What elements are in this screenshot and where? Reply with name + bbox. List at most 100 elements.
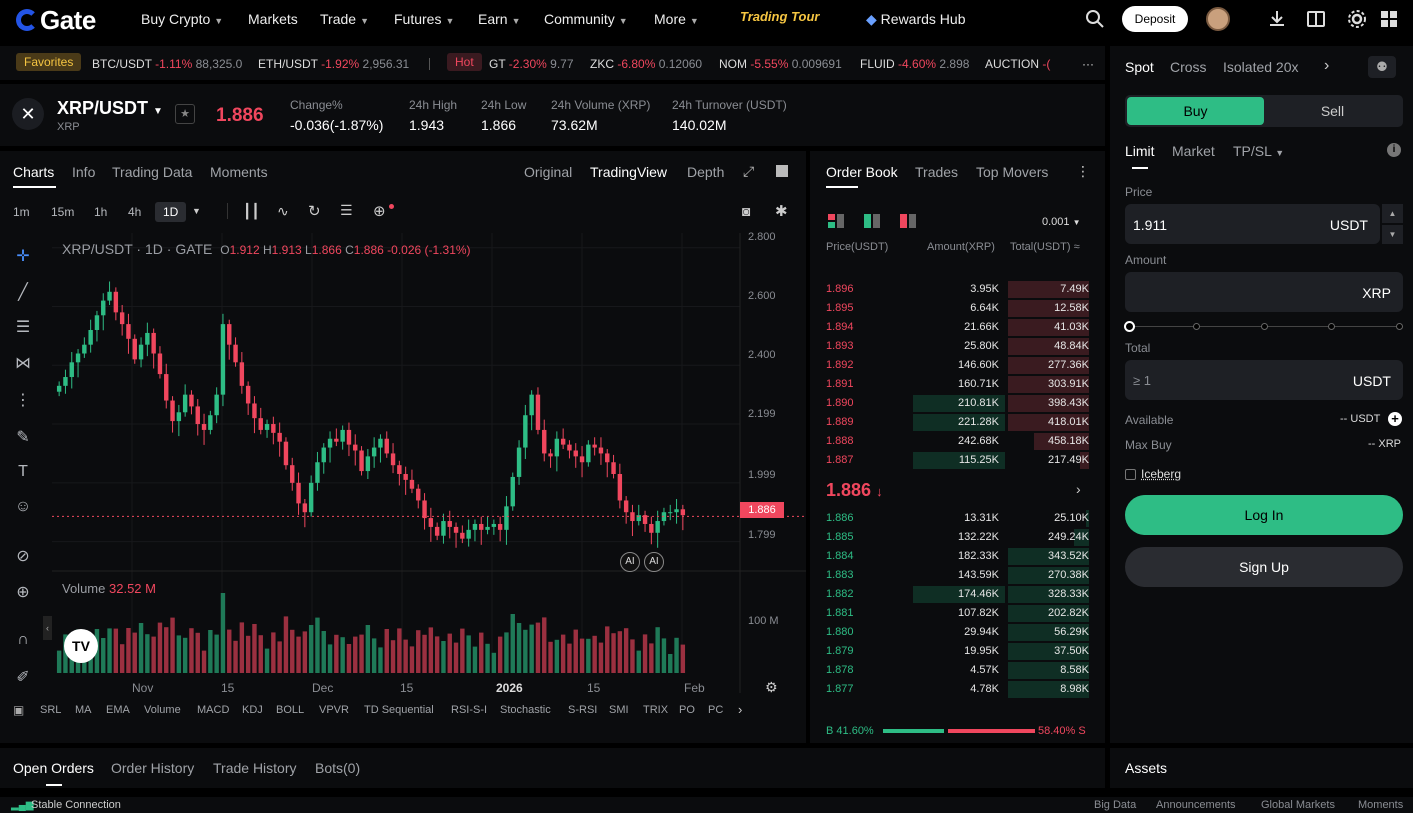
iceberg-checkbox[interactable] [1125, 469, 1136, 480]
add-funds-icon[interactable]: + [1388, 412, 1402, 426]
footer-link-global-markets[interactable]: Global Markets [1261, 799, 1335, 811]
candle-type-icon[interactable]: ┃┃ [243, 203, 260, 219]
indicator-kdj[interactable]: KDJ [242, 704, 263, 716]
order-type-limit[interactable]: Limit [1125, 143, 1155, 159]
slider-stop[interactable] [1261, 323, 1268, 330]
indicator-td-sequential[interactable]: TD Sequential [364, 704, 434, 716]
mode-cross[interactable]: Cross [1170, 59, 1207, 75]
chevron-right-icon[interactable]: › [1324, 57, 1330, 74]
tab-trading-data[interactable]: Trading Data [112, 164, 193, 180]
chart-settings-icon[interactable]: ✱ [775, 203, 788, 220]
ticker-more-button[interactable]: ··· [1082, 57, 1094, 71]
view-tradingview[interactable]: TradingView [590, 164, 668, 180]
bid-row[interactable]: 1.877 4.78K 8.98K [810, 680, 1105, 699]
favorites-tag[interactable]: Favorites [16, 53, 82, 71]
gate-logo[interactable]: Gate [16, 5, 96, 36]
indicator-srl[interactable]: SRL [40, 704, 62, 716]
tab-charts[interactable]: Charts [13, 164, 55, 180]
layout-icon[interactable] [776, 165, 788, 177]
favorite-star-icon[interactable]: ★ [175, 104, 195, 124]
price-decrement-button[interactable]: ▼ [1382, 225, 1403, 244]
indicator-po[interactable]: PO [679, 704, 695, 716]
bid-row[interactable]: 1.884 182.33K 343.52K [810, 547, 1105, 566]
indicators-icon[interactable]: ∿ [277, 203, 289, 219]
indicator-macd[interactable]: MACD [197, 704, 230, 716]
ask-row[interactable]: 1.888 242.68K 458.18K [810, 432, 1105, 451]
brush-icon[interactable]: ✎ [16, 429, 30, 446]
indicator-pc[interactable]: PC [708, 704, 724, 716]
timeframe-15m[interactable]: 15m [51, 205, 75, 219]
tab-top-movers[interactable]: Top Movers [976, 164, 1049, 180]
ask-row[interactable]: 1.891 160.71K 303.91K [810, 375, 1105, 394]
sell-tab[interactable]: Sell [1320, 103, 1345, 119]
ask-row[interactable]: 1.892 146.60K 277.36K [810, 356, 1105, 375]
robot-icon[interactable]: ⚉ [1368, 56, 1396, 78]
footer-link-big-data[interactable]: Big Data [1094, 799, 1137, 811]
candlestick-chart[interactable] [52, 233, 806, 693]
nav-markets[interactable]: Markets [248, 11, 298, 27]
projection-icon[interactable]: ⋮ [15, 392, 31, 409]
lock-drawing-icon[interactable]: ✐ [16, 669, 30, 686]
timeframe-1h[interactable]: 1h [94, 205, 108, 219]
tab-order-book[interactable]: Order Book [826, 164, 898, 180]
gear-icon[interactable] [1347, 9, 1367, 29]
camera-icon[interactable]: ◙ [742, 203, 751, 219]
price-increment-button[interactable]: ▲ [1382, 204, 1403, 223]
ask-row[interactable]: 1.893 25.80K 48.84K [810, 337, 1105, 356]
mode-spot[interactable]: Spot [1125, 59, 1154, 75]
indicator-vpvr[interactable]: VPVR [319, 704, 349, 716]
order-type-market[interactable]: Market [1172, 143, 1215, 159]
crosshair-icon[interactable]: ✛ [16, 248, 30, 265]
chevron-down-icon[interactable]: ▼ [192, 206, 201, 216]
footer-link-moments[interactable]: Moments [1358, 799, 1404, 811]
timeframe-1m[interactable]: 1m [13, 205, 30, 219]
ask-row[interactable]: 1.890 210.81K 398.43K [810, 394, 1105, 413]
indicator-stochastic[interactable]: Stochastic [500, 704, 551, 716]
ticker-item[interactable]: ZKC -6.80% 0.12060 [590, 57, 703, 71]
nav-more[interactable]: More ▼ [654, 11, 699, 27]
signup-button[interactable]: Sign Up [1125, 547, 1403, 587]
chevron-right-icon[interactable]: › [1076, 481, 1081, 497]
assets-title[interactable]: Assets [1125, 760, 1168, 776]
price-input[interactable]: 1.911 USDT [1125, 204, 1380, 244]
tab-trade-history[interactable]: Trade History [213, 760, 297, 776]
indicator-rsi-s-i[interactable]: RSI-S-I [451, 704, 488, 716]
chevron-right-icon[interactable]: › [738, 702, 743, 717]
nav-buy-crypto[interactable]: Buy Crypto ▼ [141, 11, 224, 27]
calendar-icon[interactable]: ▣ [13, 703, 25, 717]
pair-selector[interactable]: XRP/USDT ▼ [57, 98, 163, 118]
precision-select[interactable]: 0.001 ▼ [1042, 216, 1081, 228]
tab-info[interactable]: Info [72, 164, 96, 180]
indicator-ma[interactable]: MA [75, 704, 92, 716]
avatar[interactable] [1206, 7, 1230, 31]
pattern-icon[interactable]: ⋈ [15, 355, 31, 372]
nav-earn[interactable]: Earn ▼ [478, 11, 521, 27]
slider-stop[interactable] [1193, 323, 1200, 330]
ask-row[interactable]: 1.889 221.28K 418.01K [810, 413, 1105, 432]
indicator-smi[interactable]: SMI [609, 704, 629, 716]
bid-row[interactable]: 1.882 174.46K 328.33K [810, 585, 1105, 604]
timeframe-1d[interactable]: 1D [155, 202, 187, 222]
ticker-item[interactable]: BTC/USDT -1.11% 88,325.0 [92, 57, 243, 71]
ticker-item[interactable]: AUCTION -( [985, 57, 1051, 71]
text-tool-icon[interactable]: T [18, 463, 28, 480]
mode-isolated[interactable]: Isolated 20x [1223, 59, 1299, 75]
nav-trade[interactable]: Trade ▼ [320, 11, 369, 27]
tab-order-history[interactable]: Order History [111, 760, 195, 776]
view-bids-icon[interactable] [864, 214, 880, 228]
amount-input[interactable]: XRP [1125, 272, 1403, 312]
bid-row[interactable]: 1.883 143.59K 270.38K [810, 566, 1105, 585]
trading-tour-promo[interactable]: Trading Tour [740, 9, 820, 24]
ruler-icon[interactable]: ⊘ [16, 548, 30, 565]
ask-row[interactable]: 1.894 21.66K 41.03K [810, 318, 1105, 337]
tradingview-logo[interactable]: TV [64, 629, 98, 663]
nav-futures[interactable]: Futures ▼ [394, 11, 455, 27]
ask-row[interactable]: 1.896 3.95K 7.49K [810, 280, 1105, 299]
view-depth[interactable]: Depth [687, 164, 725, 180]
ticker-item[interactable]: FLUID -4.60% 2.898 [860, 57, 970, 71]
info-icon[interactable]: i [1387, 143, 1401, 157]
ai-badge[interactable]: AI [620, 552, 640, 572]
view-asks-icon[interactable] [900, 214, 916, 228]
time-settings-icon[interactable]: ⚙ [765, 679, 778, 695]
total-input[interactable]: ≥ 1 USDT [1125, 360, 1403, 400]
